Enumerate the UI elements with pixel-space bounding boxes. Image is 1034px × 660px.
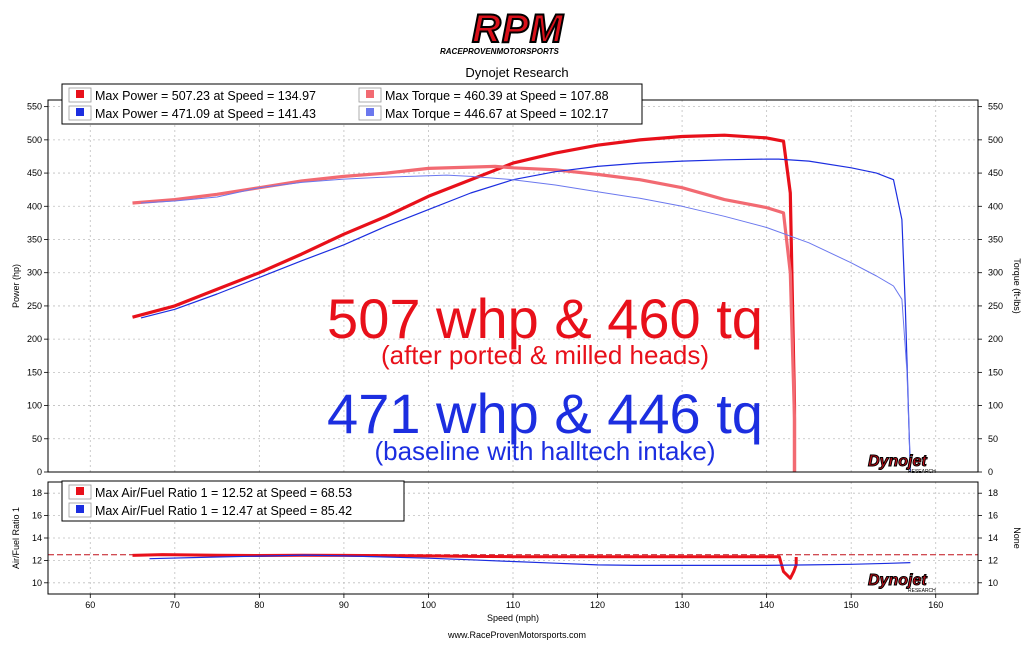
y-tick-label-right: 50	[988, 434, 998, 444]
legend-swatch	[366, 108, 374, 116]
x-tick-label: 90	[339, 600, 349, 610]
legend-entry: Max Power = 471.09 at Speed = 141.43	[95, 107, 316, 121]
y-tick-label-left: 400	[27, 201, 42, 211]
series-line-2	[149, 554, 911, 567]
y-tick-label-right: 12	[988, 555, 998, 565]
annotation-red-sub: (after ported & milled heads)	[381, 340, 709, 370]
y-tick-label-right: 10	[988, 578, 998, 588]
chart-subtitle: Dynojet Research	[465, 65, 569, 80]
annotation-blue-sub: (baseline with halltech intake)	[374, 436, 715, 466]
annotation-red-main: 507 whp & 460 tq	[327, 287, 763, 350]
y-tick-label-left: 550	[27, 102, 42, 112]
x-tick-label: 120	[590, 600, 605, 610]
y-tick-label-left: 50	[32, 434, 42, 444]
y-tick-label-right: 550	[988, 102, 1003, 112]
y-tick-label-right: 100	[988, 401, 1003, 411]
x-tick-label: 110	[506, 600, 520, 610]
dynojet-logo: Dynojet	[868, 572, 927, 589]
y-tick-label-left: 16	[32, 511, 42, 521]
series-line-1	[132, 133, 797, 472]
legend-swatch	[76, 505, 84, 513]
x-tick-label: 80	[254, 600, 264, 610]
legend-entry: Max Air/Fuel Ratio 1 = 12.47 at Speed = …	[95, 504, 352, 518]
legend-box	[61, 480, 405, 522]
y-tick-label-left: 0	[37, 467, 42, 477]
y-tick-label-right: 14	[988, 533, 998, 543]
x-tick-label: 130	[675, 600, 690, 610]
x-tick-label: 160	[928, 600, 943, 610]
y-tick-label-left: 250	[27, 301, 42, 311]
x-tick-label: 140	[759, 600, 774, 610]
logo-text: RPM	[472, 8, 565, 51]
legend-entry: Max Power = 507.23 at Speed = 134.97	[95, 89, 316, 103]
y-tick-label-left: 10	[32, 578, 42, 588]
dyno-charts: 0 0 50 50 100 100 150 150 200 200 250 250 300 300 350 3…	[11, 83, 1022, 623]
x-tick-label: 100	[421, 600, 436, 610]
legend-swatch	[76, 90, 84, 98]
y-tick-label-right: 0	[988, 467, 993, 477]
y-tick-label-right: 250	[988, 301, 1003, 311]
y-tick-label-right: 18	[988, 488, 998, 498]
x-tick-label: 150	[844, 600, 859, 610]
footer-url: www.RaceProvenMotorsports.com	[447, 630, 587, 640]
logo-subtext: RACEPROVENMOTORSPORTS	[440, 47, 559, 56]
y-tick-label-right: 400	[988, 201, 1003, 211]
series-line-3	[140, 158, 911, 473]
y-tick-label-right: 16	[988, 511, 998, 521]
air-fuel-chart: 10 10 12 12 14 14 16 16 18 18 60 70 80 90 100 110 120 130…	[11, 480, 1022, 623]
legend-entry: Max Torque = 446.67 at Speed = 102.17	[385, 107, 609, 121]
y-tick-label-right: 500	[988, 135, 1003, 145]
y-axis-label-left: Air/Fuel Ratio 1	[11, 507, 21, 569]
dynojet-logo-sub: RESEARCH	[908, 588, 936, 594]
y-tick-label-right: 150	[988, 367, 1003, 377]
rpm-logo: RPM RACEPROVENMOTORSPORTS	[440, 8, 565, 56]
y-axis-label-right: None	[1012, 527, 1022, 549]
annotation-blue-main: 471 whp & 446 tq	[327, 382, 763, 445]
series-line-4	[140, 174, 911, 473]
legend-box	[61, 83, 643, 125]
x-axis-label: Speed (mph)	[487, 613, 539, 623]
legend-swatch	[366, 90, 374, 98]
y-tick-label-right: 300	[988, 268, 1003, 278]
legend-entry: Max Torque = 460.39 at Speed = 107.88	[385, 89, 609, 103]
dynojet-logo-sub: RESEARCH	[908, 469, 936, 475]
y-tick-label-left: 14	[32, 533, 42, 543]
y-tick-label-right: 450	[988, 168, 1003, 178]
y-tick-label-left: 300	[27, 268, 42, 278]
power-torque-chart: 0 0 50 50 100 100 150 150 200 200 250 250 300 300 350 3…	[11, 83, 1022, 477]
y-tick-label-left: 200	[27, 334, 42, 344]
y-tick-label-left: 350	[27, 235, 42, 245]
y-axis-label-left: Power (hp)	[11, 264, 21, 308]
y-tick-label-left: 100	[27, 401, 42, 411]
legend-entry: Max Air/Fuel Ratio 1 = 12.52 at Speed = …	[95, 486, 352, 500]
x-tick-label: 70	[170, 600, 180, 610]
y-axis-label-right: Torque (ft-lbs)	[1012, 258, 1022, 314]
y-tick-label-right: 200	[988, 334, 1003, 344]
y-tick-label-left: 12	[32, 555, 42, 565]
x-tick-label: 60	[85, 600, 95, 610]
y-tick-label-left: 18	[32, 488, 42, 498]
y-tick-label-left: 450	[27, 168, 42, 178]
y-tick-label-right: 350	[988, 235, 1003, 245]
legend-swatch	[76, 108, 84, 116]
legend-swatch	[76, 487, 84, 495]
y-tick-label-left: 500	[27, 135, 42, 145]
y-tick-label-left: 150	[27, 367, 42, 377]
dynojet-logo: Dynojet	[868, 453, 927, 470]
